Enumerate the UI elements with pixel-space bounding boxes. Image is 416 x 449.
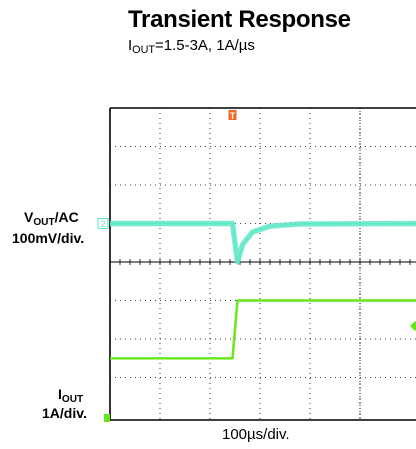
vout-trace-line [110, 222, 416, 263]
chart-title: Transient Response [128, 6, 351, 33]
iout-trace-line [110, 299, 416, 359]
ch2-marker-label: 2 [100, 219, 105, 229]
vout-label-subscript: OUT [33, 217, 55, 229]
iout-label-prefix: I [58, 386, 62, 402]
time-scale-label: 100µs/div. [222, 426, 290, 443]
ch2-marker [97, 218, 109, 229]
chart-subtitle: IOUT=1.5-3A, 1A/µs [128, 37, 255, 56]
vout-label-prefix: V [24, 209, 34, 225]
subtitle-subscript: OUT [132, 44, 155, 57]
iout-label-subscript: OUT [61, 394, 84, 406]
vout-label: VOUT/AC [24, 209, 79, 231]
iout-ground-marker [104, 414, 110, 422]
trigger-marker [228, 110, 237, 120]
iout-level-marker [410, 321, 416, 331]
iout-scale-label: 1A/div. [42, 405, 87, 421]
subtitle-suffix: =1.5-3A, 1A/µs [154, 37, 255, 54]
iout-trace-band [110, 299, 416, 360]
vout-label-suffix: /AC [54, 209, 79, 225]
trigger-marker-label: T [230, 111, 236, 121]
subtitle-prefix: I [128, 37, 133, 54]
iout-label: IOUT [58, 386, 83, 408]
vout-scale-label: 100mV/div. [12, 230, 85, 246]
